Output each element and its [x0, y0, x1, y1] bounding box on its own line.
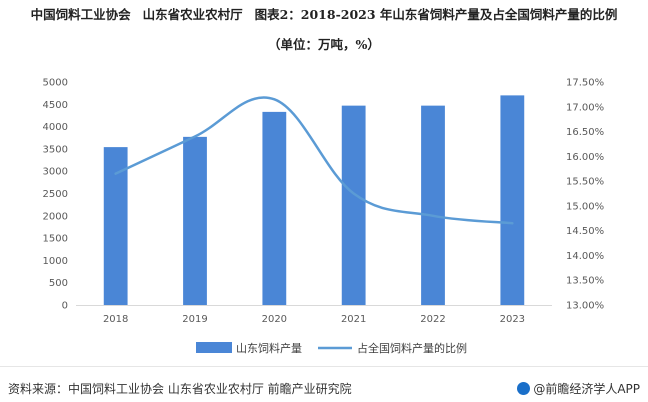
- title-source-org: 中国饲料工业协会: [30, 7, 131, 22]
- x-tick-label: 2023: [500, 314, 525, 325]
- y-right-tick-label: 16.00%: [566, 152, 604, 163]
- chart: 0 500 1000 1500 2000 2500 3000 3500 4000 4500 5000…: [43, 78, 605, 356]
- x-tick-label: 2020: [262, 314, 287, 325]
- source-note: 资料来源：中国饲料工业协会 山东省农业农村厅 前瞻产业研究院: [8, 382, 352, 396]
- title-dept: 山东省农业农村厅: [142, 7, 243, 22]
- x-tick-label: 2022: [420, 314, 445, 325]
- bar: [103, 147, 128, 305]
- chart-units: （单位：万吨，%）: [268, 37, 380, 52]
- y-left-tick-label: 1000: [43, 256, 68, 267]
- bar: [262, 111, 287, 305]
- footer: 资料来源：中国饲料工业协会 山东省农业农村厅 前瞻产业研究院 @前瞻经济学人AP…: [0, 366, 648, 402]
- brand-label: @前瞻经济学人APP: [533, 382, 640, 396]
- series-line: [114, 96, 514, 225]
- y-left-tick-label: 3500: [43, 144, 68, 155]
- y-right-tick-label: 13.50%: [566, 276, 604, 287]
- x-tick-label: 2019: [182, 314, 207, 325]
- y-left-tick-label: 0: [62, 301, 68, 312]
- y-right-tick-label: 14.50%: [566, 226, 604, 237]
- bar: [421, 105, 445, 305]
- chart-title: 中国饲料工业协会 山东省农业农村厅 图表2：2018-2023 年山东省饲料产量及占…: [0, 6, 648, 24]
- y-left-tick-label: 3000: [43, 167, 68, 178]
- y-right-tick-label: 14.00%: [566, 251, 604, 262]
- bar: [183, 136, 207, 305]
- legend-line-label: 占全国饲料产量的比例: [357, 341, 467, 355]
- y-right-tick-label: 15.00%: [566, 201, 604, 212]
- y-left-tick-label: 4000: [43, 122, 68, 133]
- brand: @前瞻经济学人APP: [517, 380, 640, 397]
- legend-bar-swatch: [196, 342, 232, 353]
- x-tick-label: 2021: [341, 314, 366, 325]
- y-right-tick-label: 13.00%: [566, 301, 604, 312]
- bar: [341, 105, 366, 305]
- bar: [500, 95, 525, 305]
- y-left-tick-label: 2000: [43, 211, 68, 222]
- legend-bar-label: 山东饲料产量: [236, 341, 302, 355]
- y-right-tick-label: 17.50%: [566, 78, 604, 89]
- y-left-tick-label: 1500: [43, 234, 68, 245]
- y-right-tick-label: 15.50%: [566, 177, 604, 188]
- y-left-tick-label: 500: [49, 278, 68, 289]
- brand-logo-icon: [517, 382, 531, 395]
- y-left-tick-label: 4500: [43, 100, 68, 111]
- y-right-tick-label: 16.50%: [566, 127, 604, 138]
- y-left-tick-label: 2500: [43, 189, 68, 200]
- y-right-tick-label: 17.00%: [566, 102, 604, 113]
- y-left-tick-label: 5000: [43, 78, 68, 89]
- title-figure: 图表2：2018-2023 年山东省饲料产量及占全国饲料产量的比例: [254, 7, 618, 22]
- x-tick-label: 2018: [103, 314, 128, 325]
